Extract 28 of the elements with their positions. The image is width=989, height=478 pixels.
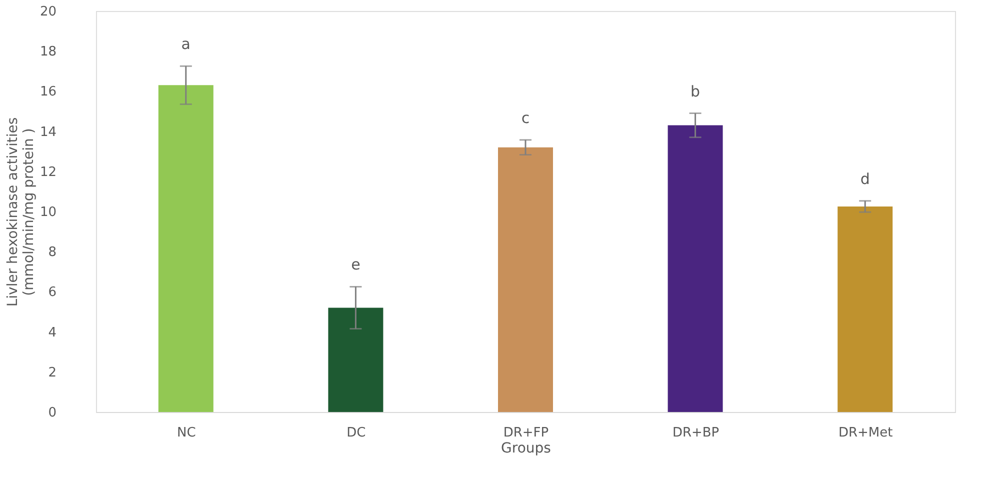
y-tick-label: 16 (40, 84, 56, 100)
y-tick-label: 8 (48, 245, 56, 260)
annotation: c (521, 108, 530, 127)
x-tick-label: DR+FP (503, 426, 549, 440)
bar (838, 206, 893, 412)
bar (328, 308, 384, 412)
x-tick-label: DR+Met (838, 426, 893, 440)
y-tick-label: 18 (40, 44, 56, 60)
y-tick-label: 20 (40, 4, 56, 20)
y-tick-label: 14 (40, 124, 56, 140)
y-axis-title: Livler hexokinase activities (mmol/min/mg protein ) (4, 117, 37, 307)
x-tick-label: DC (346, 426, 366, 440)
annotation: a (181, 35, 190, 54)
annotation: e (351, 256, 360, 274)
bar (158, 85, 214, 412)
y-tick-label: 10 (40, 205, 56, 220)
bar (498, 147, 553, 412)
y-tick-label: 12 (40, 164, 56, 180)
annotation: b (690, 82, 700, 100)
y-tick-label: 4 (48, 325, 56, 340)
x-tick-label: NC (176, 426, 196, 440)
y-tick-label: 2 (48, 365, 56, 380)
bar (668, 125, 723, 412)
y-tick-label: 0 (48, 406, 56, 420)
x-tick-label: DR+BP (672, 426, 720, 440)
y-tick-label: 6 (48, 285, 56, 300)
annotation: d (860, 170, 870, 188)
x-axis-title: Groups (501, 440, 551, 456)
